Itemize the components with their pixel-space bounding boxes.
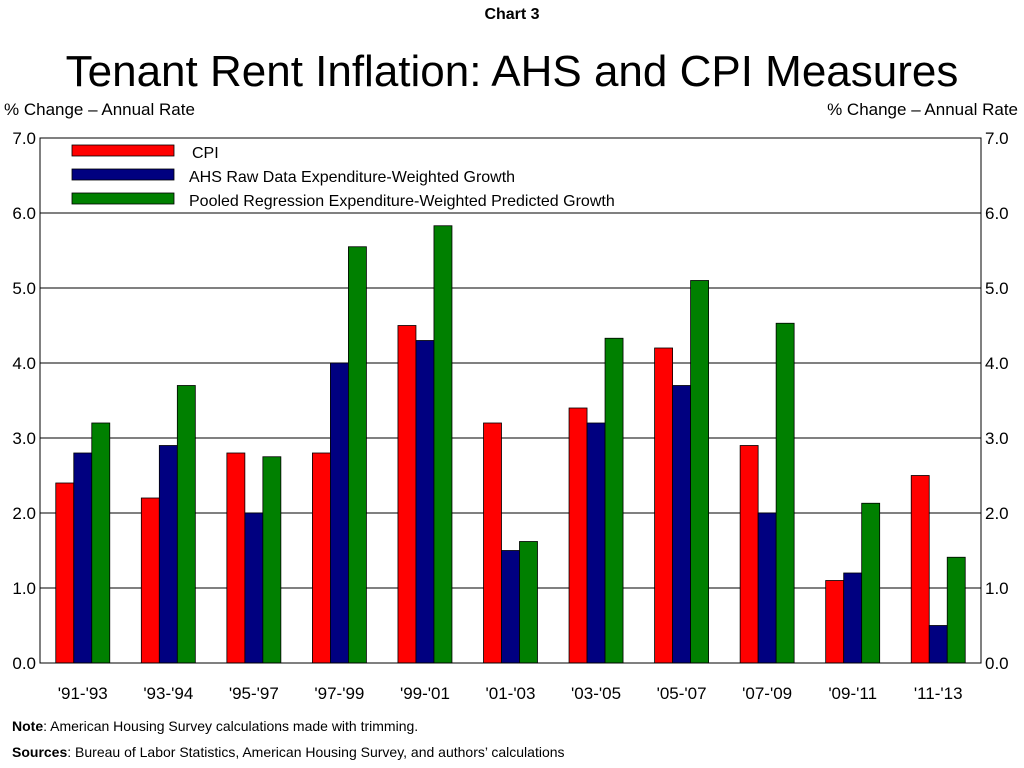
bar	[690, 280, 709, 664]
bar	[672, 385, 691, 664]
note-footnote: Note: American Housing Survey calculatio…	[12, 718, 418, 734]
y-tick-label-right: 3.0	[985, 429, 1009, 448]
left-y-axis: 0.0 1.0 2.0 3.0 4.0 5.0 6.0 7.0	[12, 129, 36, 673]
x-tick-label: '97-'99	[314, 684, 364, 703]
y-tick-label-right: 7.0	[985, 129, 1009, 148]
bar	[501, 550, 520, 664]
legend-label: AHS Raw Data Expenditure-Weighted Growth	[189, 169, 515, 186]
right-axis-unit-label: % Change – Annual Rate	[827, 100, 1018, 119]
legend-label: CPI	[192, 145, 219, 162]
sources-text: : Bureau of Labor Statistics, American H…	[67, 744, 565, 760]
x-tick-label: '93-'94	[143, 684, 193, 703]
chart-title: Tenant Rent Inflation: AHS and CPI Measu…	[65, 47, 959, 96]
legend-swatch	[71, 192, 175, 205]
bar	[91, 422, 111, 664]
y-tick-label-right: 2.0	[985, 504, 1009, 523]
bar	[312, 452, 331, 664]
bar	[226, 452, 246, 664]
y-tick-label-left: 1.0	[12, 579, 36, 598]
bar	[825, 580, 845, 664]
bar	[397, 325, 417, 664]
bar	[433, 225, 453, 664]
x-tick-label: '01-'03	[486, 684, 536, 703]
bar	[244, 512, 264, 664]
bar	[176, 385, 196, 664]
x-tick-label: '95-'97	[229, 684, 279, 703]
bar	[55, 482, 75, 664]
chart-number-label: Chart 3	[484, 6, 540, 23]
bar	[586, 422, 606, 664]
x-tick-label: '99-'01	[400, 684, 450, 703]
y-tick-label-left: 4.0	[12, 354, 36, 373]
bar	[654, 347, 673, 664]
sources-label: Sources	[12, 744, 68, 760]
y-tick-label-left: 3.0	[12, 429, 36, 448]
y-tick-label-left: 2.0	[12, 504, 36, 523]
bar	[757, 512, 777, 664]
left-axis-unit-label: % Change – Annual Rate	[4, 100, 195, 119]
bar	[946, 556, 966, 664]
y-tick-label-right: 5.0	[985, 279, 1009, 298]
bar	[843, 572, 863, 664]
bar	[604, 337, 624, 664]
y-tick-label-left: 7.0	[12, 129, 36, 148]
x-tick-label: '05-'07	[657, 684, 707, 703]
legend-swatch	[71, 144, 175, 157]
bar	[262, 456, 282, 664]
bar	[140, 497, 160, 664]
bar	[483, 422, 502, 664]
bar	[330, 362, 349, 664]
bar	[519, 541, 538, 664]
bar	[910, 475, 930, 664]
y-tick-label-right: 0.0	[985, 654, 1009, 673]
x-tick-label: '07-'09	[742, 684, 792, 703]
y-tick-label-left: 5.0	[12, 279, 36, 298]
bar	[348, 246, 367, 664]
x-axis: '91-'93 '93-'94 '95-'97 '97-'99 '99-'01 '01-'…	[58, 684, 963, 703]
y-tick-label-right: 1.0	[985, 579, 1009, 598]
sources-footnote: Sources: Bureau of Labor Statistics, Ame…	[12, 744, 565, 760]
bar	[73, 452, 93, 664]
y-tick-label-right: 4.0	[985, 354, 1009, 373]
y-tick-label-left: 0.0	[12, 654, 36, 673]
x-tick-label: '09-'11	[828, 684, 877, 703]
x-tick-label: '91-'93	[58, 684, 108, 703]
bar	[928, 625, 948, 664]
note-label: Note	[12, 718, 44, 734]
bar	[739, 445, 759, 664]
right-y-axis: 0.0 1.0 2.0 3.0 4.0 5.0 6.0 7.0	[985, 129, 1009, 673]
legend-swatch	[71, 168, 175, 181]
bar	[158, 445, 178, 664]
note-text: : American Housing Survey calculations m…	[43, 718, 419, 734]
bar	[415, 340, 435, 664]
y-tick-label-left: 6.0	[12, 204, 36, 223]
bar	[568, 407, 588, 664]
y-tick-label-right: 6.0	[985, 204, 1009, 223]
legend: CPI AHS Raw Data Expenditure-Weighted Gro…	[71, 144, 615, 210]
x-tick-label: '11-'13	[914, 684, 963, 703]
bars	[55, 225, 966, 664]
bar	[775, 322, 795, 664]
bar	[861, 502, 881, 664]
plot-frame	[39, 137, 982, 664]
legend-label: Pooled Regression Expenditure-Weighted P…	[189, 193, 615, 210]
x-tick-label: '03-'05	[571, 684, 621, 703]
